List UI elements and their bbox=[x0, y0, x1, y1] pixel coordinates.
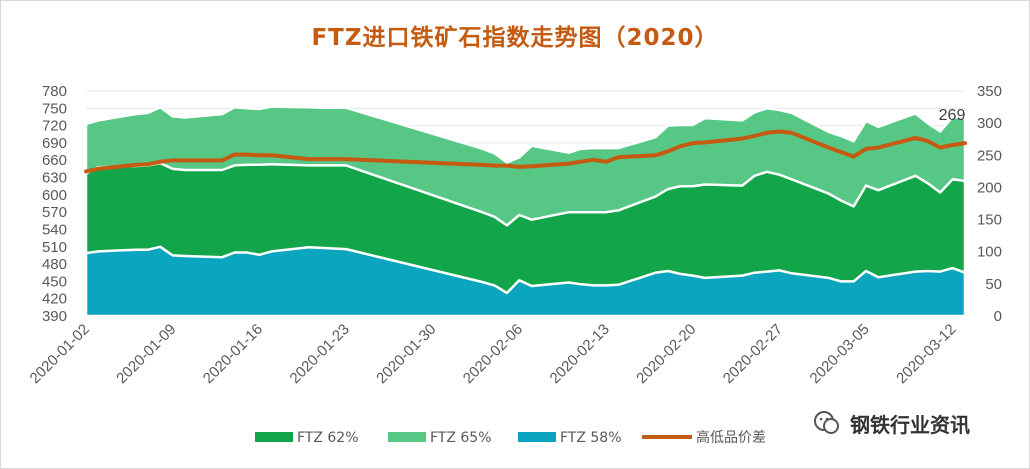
y-right-tick-label: 350 bbox=[977, 83, 1002, 100]
legend: FTZ 62% FTZ 65% FTZ 58% 高低品价差 bbox=[255, 429, 766, 446]
y-left-tick-label: 390 bbox=[42, 308, 67, 325]
x-tick-label: 2020-01-02 bbox=[27, 321, 93, 387]
legend-label: FTZ 65% bbox=[430, 430, 492, 446]
y-left-tick-label: 690 bbox=[42, 135, 67, 152]
y-left-tick-label: 540 bbox=[42, 221, 67, 238]
y-left-tick-label: 480 bbox=[42, 256, 67, 273]
y-left-tick-label: 630 bbox=[42, 170, 67, 187]
y-right-tick-label: 0 bbox=[994, 308, 1002, 325]
y-left-tick-label: 660 bbox=[42, 152, 67, 169]
wechat-icon bbox=[814, 411, 839, 434]
area-series bbox=[84, 105, 967, 318]
y-right-tick-label: 200 bbox=[977, 179, 1002, 196]
x-tick-label: 2020-01-30 bbox=[373, 321, 439, 387]
y-left-tick-label: 570 bbox=[42, 204, 67, 221]
y-left-tick-label: 420 bbox=[42, 291, 67, 308]
y-right-tick-label: 300 bbox=[977, 115, 1002, 132]
legend-swatch bbox=[255, 432, 293, 442]
x-tick-label: 2020-01-23 bbox=[287, 321, 353, 387]
chart-title: FTZ进口铁矿石指数走势图（2020） bbox=[311, 25, 719, 51]
line-series bbox=[84, 129, 967, 174]
y-left-tick-label: 510 bbox=[42, 239, 67, 256]
legend-swatch bbox=[388, 432, 426, 442]
x-tick-label: 2020-02-20 bbox=[633, 321, 699, 387]
y-left-tick-label: 600 bbox=[42, 187, 67, 204]
y-left-tick-label: 750 bbox=[42, 100, 67, 117]
y-right-tick-label: 100 bbox=[977, 244, 1002, 261]
y-right-tick-label: 150 bbox=[977, 212, 1002, 229]
y-left-tick-label: 450 bbox=[42, 273, 67, 290]
x-tick-label: 2020-03-05 bbox=[807, 321, 873, 387]
x-tick-label: 2020-01-16 bbox=[200, 321, 266, 387]
x-tick-label: 2020-01-09 bbox=[113, 321, 179, 387]
data-labels: 269 bbox=[939, 107, 966, 124]
y-axis-left: 3904204504805105405706006306606907207507… bbox=[42, 83, 67, 325]
y-right-tick-label: 50 bbox=[985, 276, 1002, 293]
spread-line bbox=[84, 129, 967, 174]
y-axis-right: 0 50 100 150 200 250 300 350 bbox=[977, 83, 1002, 325]
x-tick-label: 2020-02-13 bbox=[547, 321, 613, 387]
legend-label: FTZ 58% bbox=[560, 430, 622, 446]
watermark: 钢铁行业资讯 bbox=[812, 406, 970, 440]
x-tick-label: 2020-03-12 bbox=[893, 321, 959, 387]
legend-swatch bbox=[518, 432, 556, 442]
y-left-tick-label: 780 bbox=[42, 83, 67, 100]
x-tick-label: 2020-02-27 bbox=[720, 321, 786, 387]
y-right-tick-label: 250 bbox=[977, 147, 1002, 164]
y-left-tick-label: 720 bbox=[42, 118, 67, 135]
x-axis: 2020-01-02 2020-01-09 2020-01-16 2020-01-23… bbox=[27, 321, 960, 387]
watermark-text: 钢铁行业资讯 bbox=[850, 412, 970, 437]
legend-label: 高低品价差 bbox=[696, 429, 766, 446]
area-ftz58 bbox=[84, 245, 967, 318]
legend-label: FTZ 62% bbox=[297, 430, 359, 446]
x-tick-label: 2020-02-06 bbox=[460, 321, 526, 387]
data-label-spread: 269 bbox=[939, 107, 966, 124]
